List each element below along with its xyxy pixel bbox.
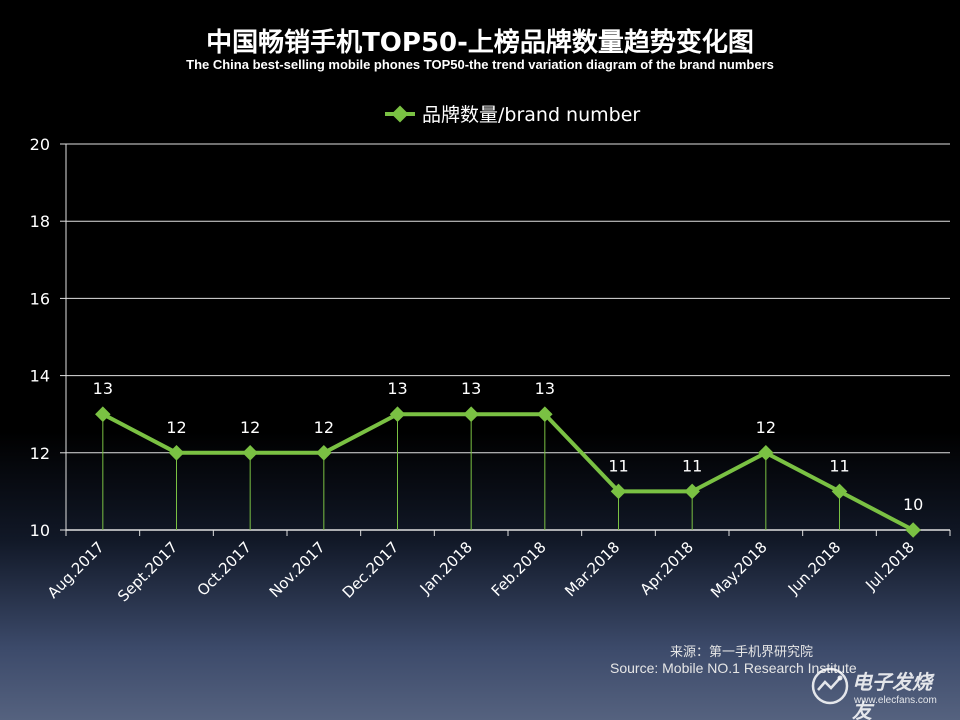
data-label: 10 [903,495,923,514]
x-tick-label: Oct.2017 [194,538,255,599]
gridlines [60,143,950,531]
data-label: 12 [240,418,260,437]
x-tick-label: Nov.2017 [266,538,329,601]
source-label-cn: 来源：第一手机界研究院 [670,645,814,660]
data-label: 13 [461,379,481,398]
watermark-text: 电子发烧友 [852,670,932,720]
legend-diamond-swatch [391,105,409,123]
data-label: 11 [608,456,628,475]
data-point [905,522,921,538]
y-tick-label: 12 [30,444,50,463]
x-tick-label: Aug.2017 [44,538,108,602]
legend-label: 品牌数量/brand number [422,104,640,126]
drop-lines [102,414,840,530]
x-tick-label: Jun.2018 [784,538,844,598]
x-tick-label: May.2018 [707,538,771,602]
y-tick-label: 20 [30,135,50,154]
data-label: 11 [682,456,702,475]
x-tick-label: Jan.2018 [416,538,476,598]
watermark-url: www.elecfans.com [854,695,937,706]
chart-title: 中国畅销手机TOP50-上榜品牌数量趋势变化图 [206,28,754,58]
series-line-group [101,412,915,532]
data-point [242,445,258,461]
data-point [168,445,185,461]
series-line [101,412,915,532]
y-tick-label: 18 [30,212,50,231]
data-point [831,483,848,500]
data-markers [95,406,921,538]
y-axis-tick-labels: 10 12 14 16 18 20 [30,135,50,540]
x-tick-label: Sept.2017 [114,538,181,605]
x-tick-label: Mar.2018 [561,538,623,600]
data-point [684,483,700,500]
elecfans-watermark: 电子发烧友 www.elecfans.com [810,662,950,720]
x-tick-label: Dec.2017 [339,538,403,602]
y-tick-label: 16 [30,289,50,308]
data-label: 13 [93,379,113,398]
chart-legend: 品牌数量/brand number [385,104,640,126]
y-tick-label: 14 [30,367,50,386]
data-label: 12 [166,418,186,437]
data-point [758,445,774,461]
data-label: 13 [387,379,407,398]
data-label: 12 [314,418,334,437]
data-value-labels: 13 12 12 12 13 13 13 11 11 12 11 10 [93,379,924,514]
source-label-en: Source: Mobile NO.1 Research Institute [610,660,857,676]
elecfans-logo-icon [811,667,849,705]
axes [65,144,951,536]
x-tick-label: Apr.2018 [637,538,697,598]
data-label: 12 [756,418,776,437]
x-axis-tick-labels: Aug.2017 Sept.2017 Oct.2017 Nov.2017 Dec.201… [44,538,918,605]
data-label: 13 [535,379,555,398]
data-point [316,445,332,461]
x-tick-label: Jul.2018 [861,538,918,595]
data-point [95,406,111,422]
chart-subtitle: The China best-selling mobile phones TOP… [186,57,774,72]
y-tick-label: 10 [30,521,50,540]
data-label: 11 [829,456,849,475]
data-point [463,406,479,422]
x-tick-label: Feb.2018 [488,538,550,600]
data-point [389,406,406,422]
